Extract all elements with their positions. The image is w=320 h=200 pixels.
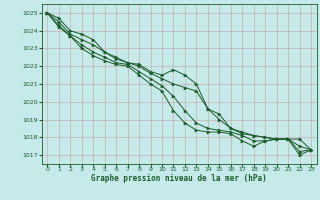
X-axis label: Graphe pression niveau de la mer (hPa): Graphe pression niveau de la mer (hPa) [91,174,267,183]
